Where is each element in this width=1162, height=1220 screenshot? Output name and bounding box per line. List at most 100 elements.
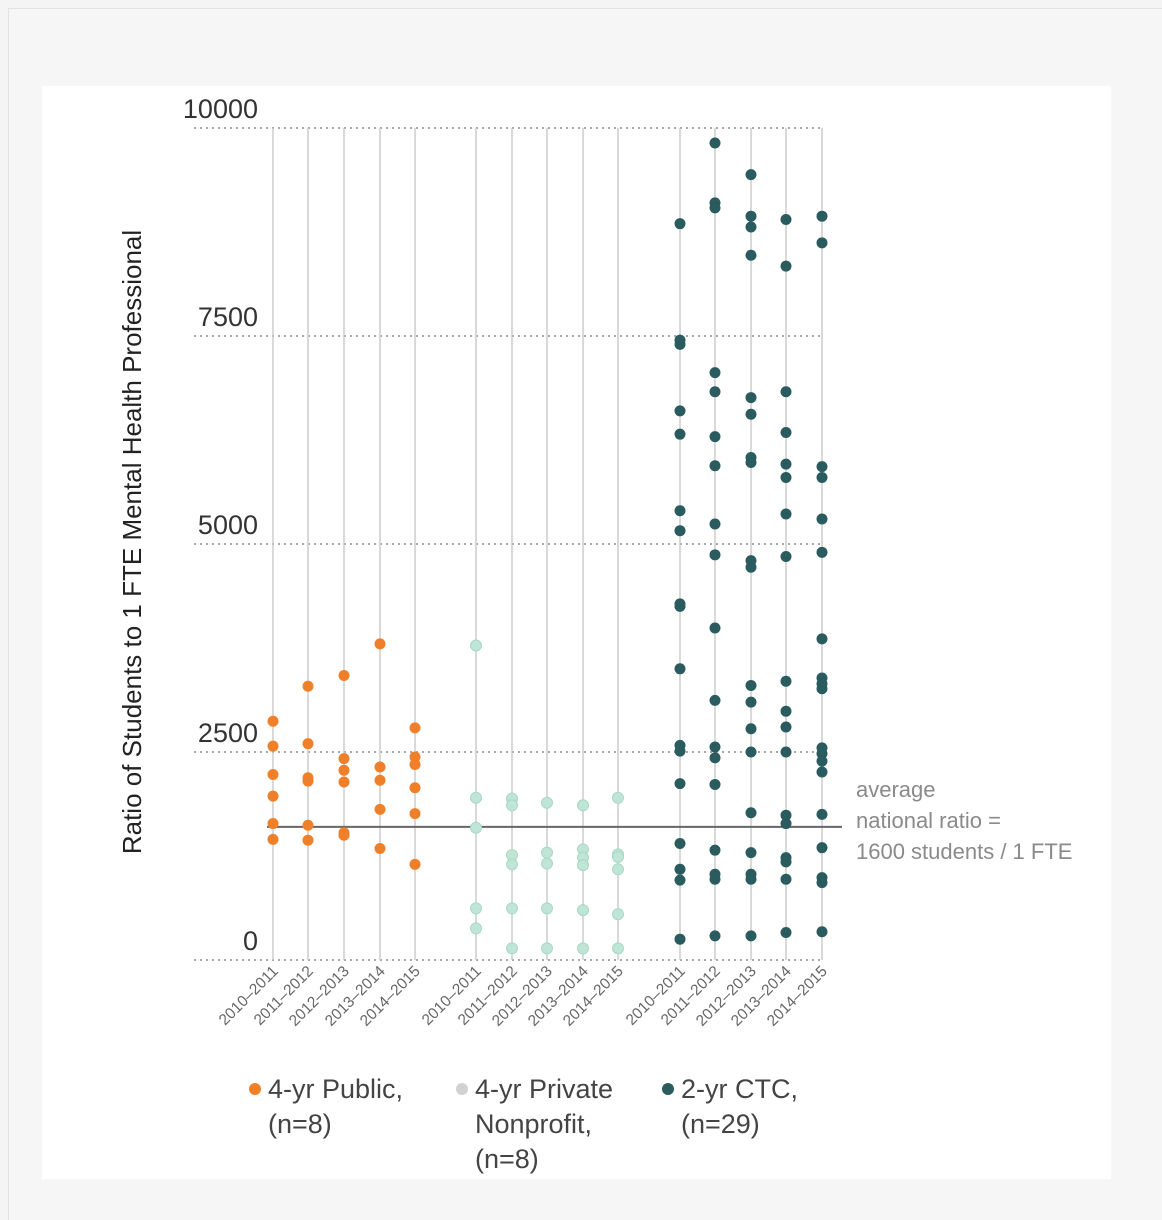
data-point: [745, 930, 757, 942]
data-point: [780, 721, 792, 733]
data-point: [338, 753, 350, 765]
reference-line-annotation: average national ratio = 1600 students / 1…: [856, 777, 1072, 864]
data-point: [470, 821, 482, 834]
data-point: [709, 431, 721, 443]
data-point: [709, 137, 721, 149]
data-point: [612, 908, 624, 921]
data-point: [506, 858, 518, 871]
data-point: [709, 202, 721, 214]
data-point: [780, 927, 792, 939]
data-point: [541, 846, 553, 859]
data-point: [780, 386, 792, 398]
data-point: [780, 508, 792, 520]
data-point: [409, 782, 421, 794]
data-point: [816, 842, 828, 854]
data-points: [267, 137, 828, 955]
data-point: [816, 755, 828, 767]
y-tick-label: 7500: [198, 302, 258, 332]
data-point: [674, 778, 686, 790]
data-point: [674, 933, 686, 945]
data-point: [709, 518, 721, 530]
data-point: [745, 249, 757, 261]
data-point: [674, 338, 686, 350]
data-point: [302, 819, 314, 831]
data-point: [709, 694, 721, 706]
data-point: [612, 850, 624, 863]
data-point: [674, 525, 686, 537]
data-point: [780, 550, 792, 562]
data-point: [409, 808, 421, 820]
data-point: [745, 210, 757, 222]
data-point: [302, 775, 314, 787]
legend: 4-yr Public, (n=8) 4-yr Private Nonprofit, (…: [249, 1074, 798, 1174]
annotation-line: national ratio =: [856, 808, 1001, 833]
legend-marker: [249, 1083, 261, 1095]
data-point: [780, 746, 792, 758]
data-point: [674, 863, 686, 875]
data-point: [745, 847, 757, 859]
data-point: [816, 210, 828, 222]
data-point: [674, 405, 686, 417]
data-point: [709, 778, 721, 790]
data-point: [267, 715, 279, 727]
data-point: [338, 829, 350, 841]
data-point: [816, 877, 828, 889]
data-point: [674, 838, 686, 850]
data-point: [577, 942, 589, 955]
data-point: [780, 675, 792, 687]
data-point: [816, 471, 828, 483]
data-point: [374, 761, 386, 773]
data-point: [745, 408, 757, 420]
data-point: [816, 461, 828, 473]
data-point: [674, 600, 686, 612]
data-point: [780, 809, 792, 821]
data-point: [745, 679, 757, 691]
legend-label: (n=8): [268, 1109, 332, 1139]
data-point: [780, 818, 792, 830]
data-point: [267, 818, 279, 830]
data-point: [374, 803, 386, 815]
data-point: [745, 221, 757, 233]
data-point: [374, 638, 386, 650]
data-point: [780, 214, 792, 226]
data-point: [338, 764, 350, 776]
legend-label: (n=8): [475, 1144, 539, 1174]
data-point: [709, 844, 721, 856]
data-point: [674, 428, 686, 440]
data-point: [674, 505, 686, 517]
y-tick-label: 2500: [198, 718, 258, 748]
data-point: [577, 904, 589, 917]
chart-card: 0 2500 5000 7500 10000 2010–2011 2011–2012 201…: [42, 86, 1111, 1179]
legend-label: 4-yr Public,: [268, 1074, 403, 1104]
data-point: [745, 169, 757, 181]
data-point: [338, 669, 350, 681]
data-point: [470, 791, 482, 804]
data-point: [338, 776, 350, 788]
y-axis-label: Ratio of Students to 1 FTE Mental Health…: [117, 230, 147, 854]
data-point: [709, 930, 721, 942]
data-point: [780, 471, 792, 483]
data-point: [745, 723, 757, 735]
data-point: [674, 663, 686, 675]
data-point: [506, 942, 518, 955]
y-tick-label: 5000: [198, 510, 258, 540]
x-axis-ticks: 2010–20112011–20122012–20132013–20142014…: [216, 963, 831, 1030]
y-tick-label: 10000: [183, 94, 258, 124]
gridlines: [194, 127, 824, 961]
data-point: [267, 790, 279, 802]
data-point: [267, 740, 279, 752]
data-point: [780, 856, 792, 868]
data-point: [470, 639, 482, 652]
legend-label: (n=29): [681, 1109, 760, 1139]
data-point: [709, 873, 721, 885]
figure-frame: 0 2500 5000 7500 10000 2010–2011 2011–2012 201…: [8, 8, 1162, 1220]
data-point: [816, 766, 828, 778]
data-point: [816, 926, 828, 938]
data-point: [577, 799, 589, 812]
data-point: [709, 549, 721, 561]
data-point: [709, 367, 721, 379]
data-point: [506, 799, 518, 812]
data-point: [374, 774, 386, 786]
data-point: [541, 857, 553, 870]
data-point: [816, 546, 828, 558]
